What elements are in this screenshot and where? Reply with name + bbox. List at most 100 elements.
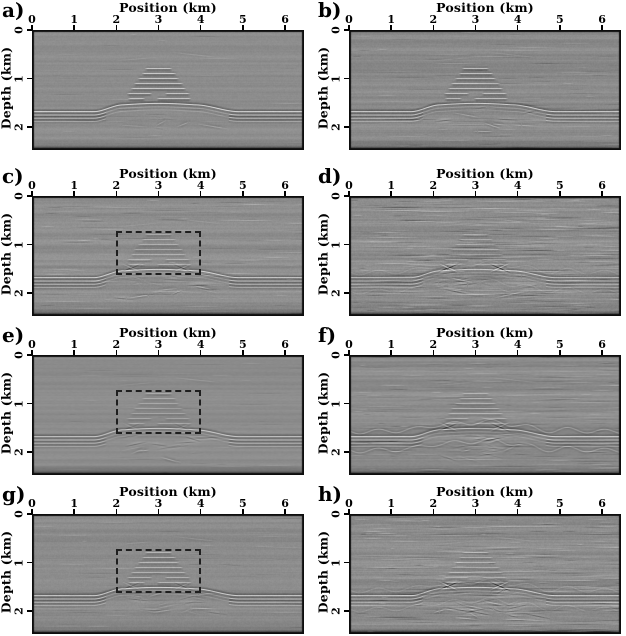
x-tick-mark	[242, 509, 244, 514]
x-tick-mark	[73, 509, 75, 514]
x-tick-mark	[348, 25, 350, 30]
x-tick-mark	[31, 509, 33, 514]
x-tick-mark	[31, 191, 33, 196]
y-tick-mark	[344, 243, 349, 246]
y-tick-label: 2	[329, 289, 343, 297]
x-tick-label: 6	[598, 179, 606, 192]
x-tick-label: 3	[471, 338, 480, 351]
x-tick-mark	[516, 25, 519, 30]
x-tick-mark	[432, 350, 435, 355]
x-tick-label: 0	[345, 13, 353, 26]
y-tick-label: 0	[329, 192, 343, 200]
x-tick-label: 2	[112, 13, 121, 26]
panel-h: h) Position (km) 0 1 2 3 4 5 6 Depth (km) 0 1 2	[313, 477, 626, 636]
x-tick-label: 3	[471, 179, 480, 192]
x-tick-mark	[559, 25, 561, 30]
x-axis-title: Position (km)	[119, 0, 217, 15]
y-tick-mark	[27, 77, 32, 80]
x-tick-label: 4	[513, 179, 522, 192]
panel-label: b)	[318, 0, 342, 22]
y-tick-mark	[27, 243, 32, 246]
y-tick-mark	[27, 292, 32, 294]
x-tick-mark	[601, 25, 603, 30]
x-axis-title: Position (km)	[119, 484, 217, 499]
y-tick-label: 1	[329, 74, 343, 83]
x-tick-label: 1	[70, 338, 78, 351]
panel-d: d) Position (km) 0 1 2 3 4 5 6 Depth (km) 0 1 2	[313, 159, 626, 318]
x-tick-label: 2	[429, 13, 438, 26]
x-tick-mark	[284, 25, 286, 30]
y-tick-label: 0	[12, 26, 26, 34]
seismic-image	[349, 196, 621, 316]
y-tick-mark	[27, 402, 32, 405]
y-tick-mark	[27, 29, 32, 31]
x-tick-mark	[348, 191, 350, 196]
x-tick-mark	[115, 25, 118, 30]
panel-e: e) Position (km) 0 1 2 3 4 5 6 Depth (km) 0 1 2	[0, 318, 313, 477]
y-tick-mark	[344, 610, 349, 612]
seismic-image	[32, 30, 304, 150]
x-tick-mark	[474, 509, 477, 514]
x-tick-label: 1	[387, 13, 395, 26]
x-tick-mark	[31, 350, 33, 355]
y-tick-mark	[27, 195, 32, 197]
x-tick-label: 6	[598, 497, 606, 510]
x-axis-title: Position (km)	[436, 166, 534, 181]
x-tick-mark	[31, 25, 33, 30]
x-tick-mark	[199, 191, 202, 196]
panel-b: b) Position (km) 0 1 2 3 4 5 6 Depth (km) 0 1 2	[313, 0, 626, 159]
x-tick-mark	[559, 350, 561, 355]
y-tick-label: 1	[12, 558, 26, 567]
x-tick-label: 2	[112, 338, 121, 351]
x-tick-label: 2	[429, 497, 438, 510]
y-tick-label: 2	[329, 448, 343, 456]
x-tick-label: 0	[28, 13, 36, 26]
y-tick-label: 2	[329, 123, 343, 131]
x-tick-mark	[284, 509, 286, 514]
y-tick-label: 1	[12, 74, 26, 83]
x-axis-title: Position (km)	[436, 0, 534, 15]
x-tick-label: 5	[556, 179, 564, 192]
y-tick-label: 2	[12, 123, 26, 131]
x-tick-mark	[516, 509, 519, 514]
x-tick-label: 0	[345, 179, 353, 192]
panel-label: h)	[318, 482, 343, 506]
panel-c: c) Position (km) 0 1 2 3 4 5 6 Depth (km) 0 1 2	[0, 159, 313, 318]
x-tick-mark	[242, 191, 244, 196]
x-tick-label: 5	[556, 338, 564, 351]
panel-g: g) Position (km) 0 1 2 3 4 5 6 Depth (km) 0 1 2	[0, 477, 313, 636]
x-tick-mark	[348, 350, 350, 355]
x-axis-title: Position (km)	[436, 484, 534, 499]
y-tick-mark	[27, 451, 32, 453]
x-tick-mark	[432, 509, 435, 514]
y-tick-mark	[344, 354, 349, 356]
x-tick-mark	[284, 350, 286, 355]
x-tick-label: 3	[154, 497, 163, 510]
x-tick-mark	[242, 350, 244, 355]
x-tick-mark	[157, 25, 160, 30]
x-axis-title: Position (km)	[436, 325, 534, 340]
y-tick-mark	[27, 354, 32, 356]
y-tick-mark	[27, 561, 32, 564]
y-tick-mark	[27, 610, 32, 612]
y-tick-label: 1	[329, 240, 343, 249]
y-axis-title: Depth (km)	[315, 371, 331, 455]
x-tick-label: 0	[345, 338, 353, 351]
y-axis-title: Depth (km)	[0, 212, 14, 296]
x-tick-label: 6	[281, 179, 289, 192]
x-tick-mark	[157, 350, 160, 355]
x-tick-mark	[199, 509, 202, 514]
y-tick-mark	[27, 513, 32, 515]
x-tick-mark	[601, 509, 603, 514]
x-tick-mark	[390, 191, 392, 196]
y-tick-mark	[344, 451, 349, 453]
x-tick-label: 5	[556, 13, 564, 26]
x-tick-label: 5	[556, 497, 564, 510]
y-axis-title: Depth (km)	[0, 530, 14, 614]
y-tick-mark	[27, 126, 32, 128]
x-tick-label: 5	[239, 338, 247, 351]
x-tick-label: 0	[28, 338, 36, 351]
y-tick-label: 2	[12, 448, 26, 456]
x-tick-label: 0	[28, 497, 36, 510]
x-tick-label: 2	[112, 497, 121, 510]
